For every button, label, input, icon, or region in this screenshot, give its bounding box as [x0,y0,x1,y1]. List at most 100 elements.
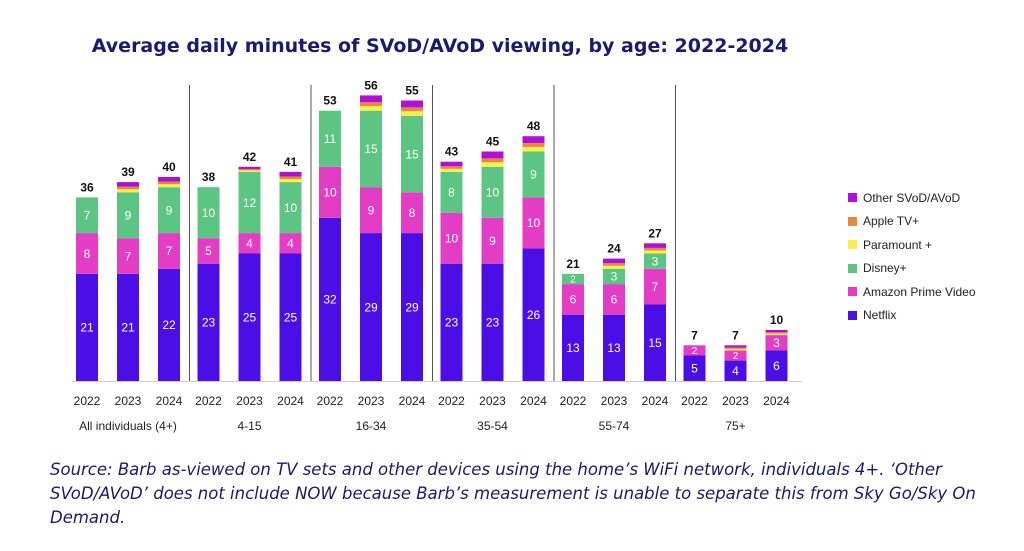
bar-total-label: 45 [486,135,500,149]
year-tick-label: 2023 [601,394,628,408]
bar-segment-netflix [158,268,180,381]
segment-value-label: 10 [486,186,500,200]
bar-segment-paramount [644,250,666,254]
bar-segment-disney [117,192,139,239]
bar-segment-apple [644,247,666,251]
bar-total-label: 27 [648,226,662,240]
bar-total-label: 36 [80,180,94,194]
bar-segment-other [117,182,139,187]
bar-segment-apple [279,176,302,180]
segment-value-label: 10 [527,216,541,230]
segment-value-label: 22 [162,318,176,332]
year-tick-label: 2022 [74,394,101,408]
legend-label: Paramount + [863,237,933,252]
legend-swatch [848,193,857,203]
bar-segment-apple [481,158,504,163]
bar-segment-amazon [522,197,545,249]
bar-segment-disney [279,182,302,234]
bar-segment-amazon [683,345,706,356]
segment-value-label: 21 [80,321,94,335]
bar-total-label: 56 [364,78,378,92]
bar-segment-disney [644,253,666,269]
bar-segment-amazon [765,335,788,351]
chart-title: Average daily minutes of SVoD/AVoD viewi… [91,35,789,57]
legend-item-paramount: Paramount + [848,233,976,257]
segment-value-label: 10 [323,186,337,200]
segment-value-label: 6 [773,359,780,373]
bar-segment-netflix [238,253,261,381]
segment-value-label: 4 [287,237,294,251]
segment-value-label: 8 [84,247,91,261]
bar-total-label: 24 [607,242,621,256]
bar-segment-paramount [481,162,504,167]
legend-swatch [848,287,857,297]
bar-segment-disney [401,115,423,193]
bar-segment-netflix [117,273,139,381]
bar-total-label: 40 [162,160,176,174]
bar-segment-disney [76,197,98,234]
segment-value-label: 7 [84,209,91,223]
year-tick-label: 2022 [681,394,708,408]
segment-value-label: 2 [733,351,739,362]
segment-value-label: 23 [486,316,500,330]
segment-value-label: 7 [652,280,659,294]
year-tick-label: 2024 [520,394,547,408]
segment-value-label: 10 [202,206,216,220]
legend-swatch [848,263,857,273]
bar-segment-amazon [197,238,220,264]
bar-segment-paramount [238,170,261,172]
segment-value-label: 4 [732,364,739,378]
year-tick-label: 2024 [399,394,426,408]
bar-segment-apple [440,166,463,169]
segment-value-label: 6 [611,293,618,307]
legend-item-disney: Disney+ [848,257,976,281]
group-label: 16-34 [356,419,387,433]
bar-segment-apple [117,186,139,190]
legend-label: Amazon Prime Video [863,284,976,299]
legend-item-apple: Apple TV+ [848,210,976,234]
bar-segment-apple [158,181,180,185]
bar-segment-netflix [440,263,463,381]
bar-segment-amazon [158,233,180,269]
group-label: All individuals (4+) [79,419,177,433]
bar-segment-amazon [401,192,423,234]
legend-label: Other SVoD/AVoD [863,190,961,205]
bar-segment-netflix [644,304,666,381]
bar-segment-netflix [683,355,706,381]
segment-value-label: 9 [530,168,537,182]
bar-segment-disney [562,273,584,285]
bar-segment-netflix [603,314,625,381]
bar-segment-other [440,161,463,167]
bar-segment-netflix [401,233,423,381]
legend-item-netflix: Netflix [848,304,976,328]
segment-value-label: 3 [773,336,780,350]
legend-label: Apple TV+ [863,214,920,229]
segment-value-label: 32 [323,293,337,307]
bar-total-label: 10 [770,313,784,327]
bar-segment-other [481,151,504,159]
group-label: 55-74 [599,419,630,433]
segment-value-label: 3 [611,270,618,284]
bar-segment-other [279,171,302,177]
bar-segment-other [765,330,788,333]
year-tick-label: 2023 [358,394,385,408]
year-tick-label: 2022 [560,394,587,408]
segment-value-label: 2 [692,346,698,357]
year-tick-label: 2024 [277,394,304,408]
group-label: 4-15 [237,419,261,433]
bar-segment-paramount [440,168,463,172]
bar-segment-amazon [279,233,302,254]
bar-segment-amazon [481,217,504,264]
segment-value-label: 15 [405,147,419,161]
bar-segment-paramount [724,348,747,351]
bar-total-label: 53 [323,94,337,108]
year-tick-label: 2022 [438,394,465,408]
year-tick-label: 2024 [763,394,790,408]
year-tick-label: 2022 [195,394,222,408]
segment-value-label: 25 [243,311,257,325]
segment-value-label: 7 [125,249,132,263]
bar-segment-disney [603,268,625,285]
group-label: 75+ [725,419,745,433]
bar-segment-other [724,345,747,348]
